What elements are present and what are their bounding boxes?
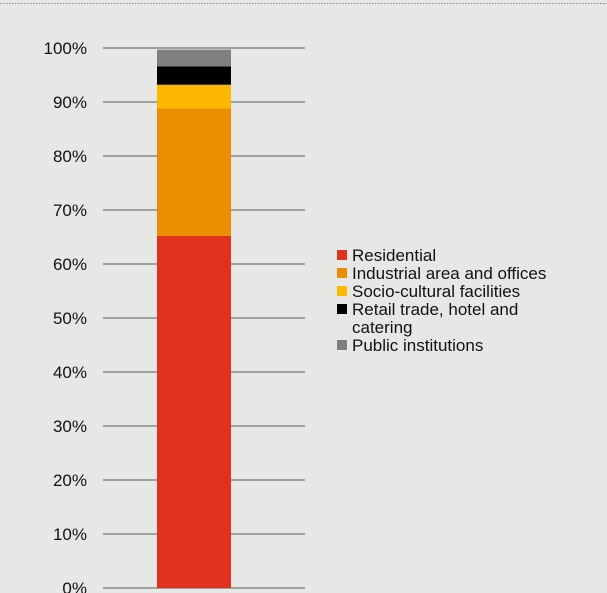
legend-label: Residential: [352, 246, 436, 265]
y-tick-label: 100%: [44, 39, 87, 58]
bar-segment-socio-cultural-facilities: [157, 84, 231, 109]
y-axis-tick-labels: 0% 10% 20% 30% 40% 50% 60% 70% 80% 90% 100%: [44, 39, 87, 593]
y-tick-label: 10%: [53, 525, 87, 544]
legend-swatch: [337, 250, 347, 260]
y-tick-label: 30%: [53, 417, 87, 436]
bar-segment-industrial-area-and-offices: [157, 108, 231, 236]
bar-segment-public-institutions: [157, 49, 231, 67]
legend-swatch: [337, 304, 347, 314]
legend-swatch: [337, 286, 347, 296]
bar-segment-retail-trade-hotel-and-catering: [157, 66, 231, 85]
y-tick-label: 60%: [53, 255, 87, 274]
y-tick-label: 70%: [53, 201, 87, 220]
y-tick-label: 90%: [53, 93, 87, 112]
legend-swatch: [337, 268, 347, 278]
y-tick-label: 50%: [53, 309, 87, 328]
legend-label: Industrial area and offices: [352, 264, 546, 283]
legend-label: Socio-cultural facilities: [352, 282, 520, 301]
legend-swatch: [337, 340, 347, 350]
legend-label: catering: [352, 318, 412, 337]
stacked-bar: [157, 49, 231, 589]
y-tick-label: 80%: [53, 147, 87, 166]
legend-label: Retail trade, hotel and: [352, 300, 518, 319]
y-tick-label: 20%: [53, 471, 87, 490]
legend-label: Public institutions: [352, 336, 483, 355]
y-tick-label: 0%: [62, 579, 87, 593]
bar-segment-residential: [157, 235, 231, 589]
y-tick-label: 40%: [53, 363, 87, 382]
